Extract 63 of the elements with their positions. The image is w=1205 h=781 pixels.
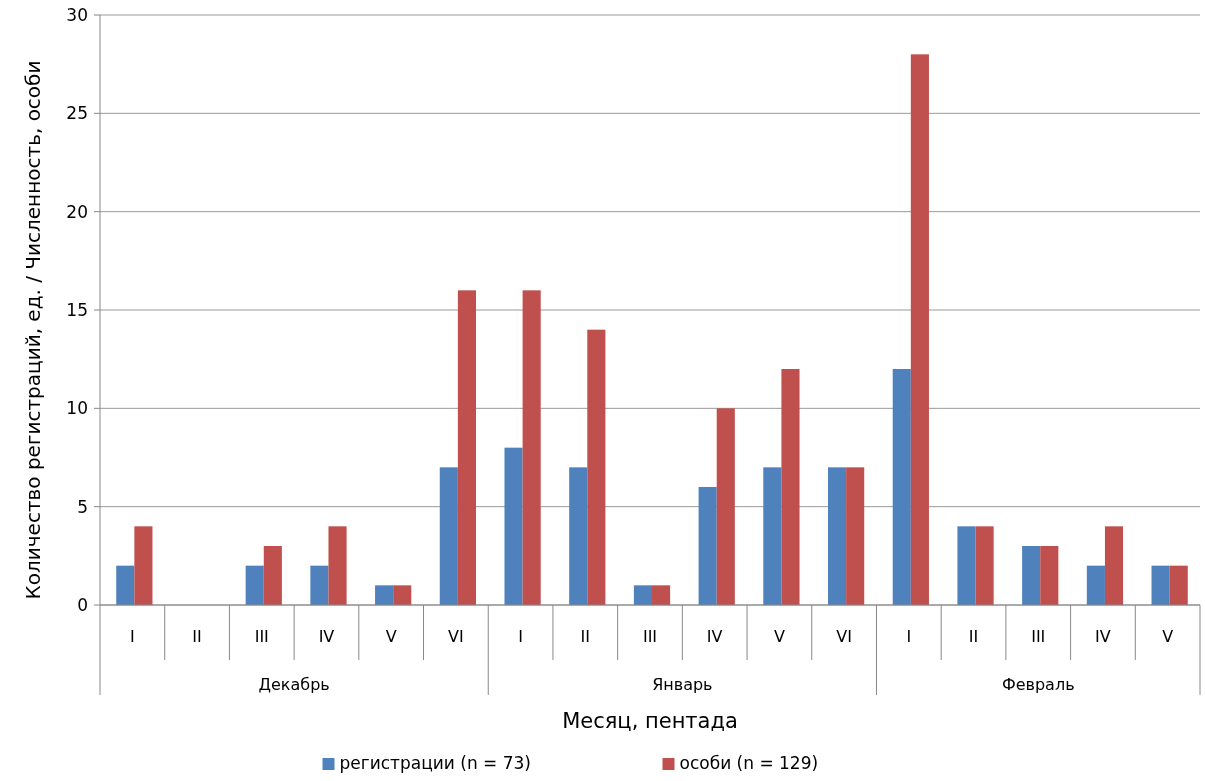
y-tick-label: 10	[66, 398, 88, 419]
x-tick-label: I	[906, 627, 912, 646]
x-tick-label: IV	[1095, 627, 1111, 646]
bar	[263, 546, 282, 605]
bar	[393, 585, 412, 605]
bar	[716, 408, 735, 605]
y-tick-label: 30	[66, 4, 88, 25]
bar	[1022, 546, 1041, 605]
bar	[1086, 565, 1105, 605]
bar	[116, 565, 135, 605]
bar	[957, 526, 976, 605]
bar	[504, 447, 523, 605]
x-tick-label: IV	[706, 627, 723, 646]
bar	[328, 526, 347, 605]
x-tick-label: III	[1031, 627, 1046, 646]
y-tick-label: 0	[77, 594, 88, 615]
x-tick-label: V	[385, 627, 397, 646]
x-tick-label: IV	[318, 627, 335, 646]
text: Декабрь	[258, 675, 330, 694]
y-tick-label: 15	[66, 299, 88, 320]
bar	[439, 467, 458, 605]
bar	[245, 565, 264, 605]
bar	[652, 585, 671, 605]
bar	[828, 467, 847, 605]
y-tick-label: 25	[66, 103, 88, 124]
text: Январь	[652, 675, 713, 694]
bar	[633, 585, 652, 605]
text: Февраль	[1001, 675, 1075, 694]
x-tick-label: I	[518, 627, 523, 646]
x-tick-label: II	[580, 627, 591, 646]
bar	[587, 329, 606, 605]
legend-label: особи (n = 129)	[679, 753, 819, 773]
bar	[375, 585, 394, 605]
bar	[310, 565, 329, 605]
x-tick-label: II	[192, 627, 202, 646]
y-tick-label: 5	[77, 496, 88, 517]
bar	[522, 290, 541, 605]
bar	[781, 369, 800, 605]
bar	[1104, 526, 1124, 605]
x-tick-label: V	[1162, 627, 1174, 646]
bar	[892, 369, 911, 605]
bar	[134, 526, 153, 605]
legend-label: регистрации (n = 73)	[339, 753, 531, 773]
x-tick-label: III	[642, 627, 658, 646]
y-axis-title: Количество регистраций, ед. / Численность, особи	[21, 60, 45, 600]
x-tick-label: V	[773, 627, 785, 646]
x-tick-label: VI	[836, 627, 852, 646]
bar	[457, 290, 476, 605]
x-tick-label: I	[129, 627, 135, 646]
bar	[763, 467, 782, 605]
bar	[698, 487, 717, 605]
bar	[846, 467, 865, 605]
x-tick-label: III	[254, 627, 269, 646]
bar	[910, 54, 929, 605]
x-axis-title: Месяц, пентада	[562, 709, 738, 733]
bar	[975, 526, 994, 605]
y-tick-label: 20	[66, 201, 88, 222]
bar	[1169, 565, 1188, 605]
bar	[1040, 546, 1059, 605]
bar	[1151, 565, 1170, 605]
x-tick-label: VI	[448, 627, 464, 646]
x-tick-label: II	[968, 627, 979, 646]
bar	[569, 467, 588, 605]
